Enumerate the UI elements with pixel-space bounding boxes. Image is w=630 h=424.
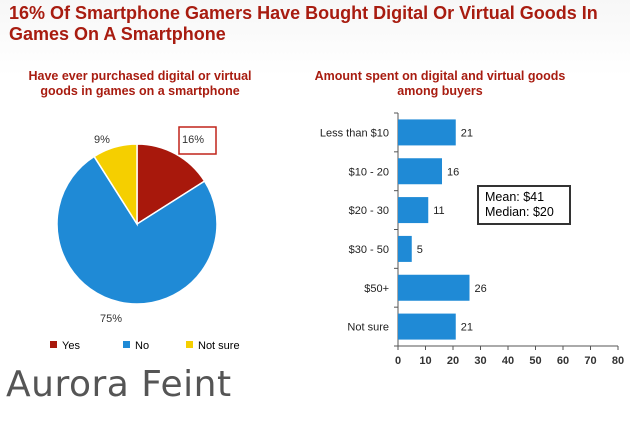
pie-slice-yes (136, 143, 206, 226)
bar-value-label: 11 (433, 205, 444, 217)
pie-label-no: 75% (100, 313, 122, 325)
x-tick-label: 60 (557, 355, 569, 367)
bar-category-label: Not sure (347, 322, 389, 334)
bar-category-label: Less than $10 (320, 127, 389, 139)
legend-label-not-sure: Not sure (198, 340, 240, 352)
bar-value-label: 26 (475, 283, 487, 295)
page-title: 16% Of Smartphone Gamers Have Bought Dig… (9, 3, 598, 44)
bar-category-label: $10 - 20 (349, 166, 389, 178)
median-label: Median: $20 (485, 205, 554, 219)
bar-20-30 (398, 197, 429, 224)
x-tick-label: 50 (529, 355, 541, 367)
pie-slice-no (56, 155, 218, 305)
legend-swatch-no (123, 341, 130, 348)
bar-category-label: $50+ (364, 283, 389, 295)
legend-label-no: No (135, 340, 150, 352)
bar-category-label: $30 - 50 (349, 244, 389, 256)
x-tick-label: 30 (474, 355, 486, 367)
bar-value-label: 21 (461, 127, 473, 139)
bar-category-label: $20 - 30 (349, 205, 389, 217)
bar-10-20 (398, 158, 442, 185)
pie-label-yes: 16% (182, 134, 204, 146)
pie-label-not-sure: 9% (94, 134, 110, 146)
legend-item-no: No (123, 340, 149, 352)
x-tick-label: 70 (584, 355, 596, 367)
x-tick-label: 80 (612, 355, 624, 367)
stats-annotation-box: Mean: $41 Median: $20 (477, 185, 571, 225)
legend-swatch-not-sure (186, 341, 193, 348)
x-tick-label: 40 (502, 355, 514, 367)
mean-label: Mean: $41 (485, 190, 545, 204)
bar-value-label: 5 (417, 244, 423, 256)
bar-30-50 (398, 235, 412, 262)
bar-50 (398, 274, 470, 301)
legend-swatch-yes (50, 341, 57, 348)
legend-item-yes: Yes (50, 340, 80, 352)
legend-label-yes: Yes (62, 340, 80, 352)
bar-less-than-10 (398, 119, 456, 146)
bar-chart-title: Amount spent on digital and virtual good… (314, 69, 566, 98)
pie-chart-title: Have ever purchased digital or virtual g… (28, 69, 252, 98)
bar-value-label: 16 (447, 166, 459, 178)
pie-slice-not-sure (93, 143, 138, 227)
x-tick-label: 10 (419, 355, 431, 367)
aurora-feint-logo: Aurora Feint (6, 364, 232, 405)
x-tick-label: 20 (447, 355, 459, 367)
highlight-box (178, 126, 217, 155)
legend-item-not-sure: Not sure (186, 340, 240, 352)
bar-not-sure (398, 313, 456, 340)
bar-value-label: 21 (461, 322, 473, 334)
x-tick-label: 0 (395, 355, 401, 367)
